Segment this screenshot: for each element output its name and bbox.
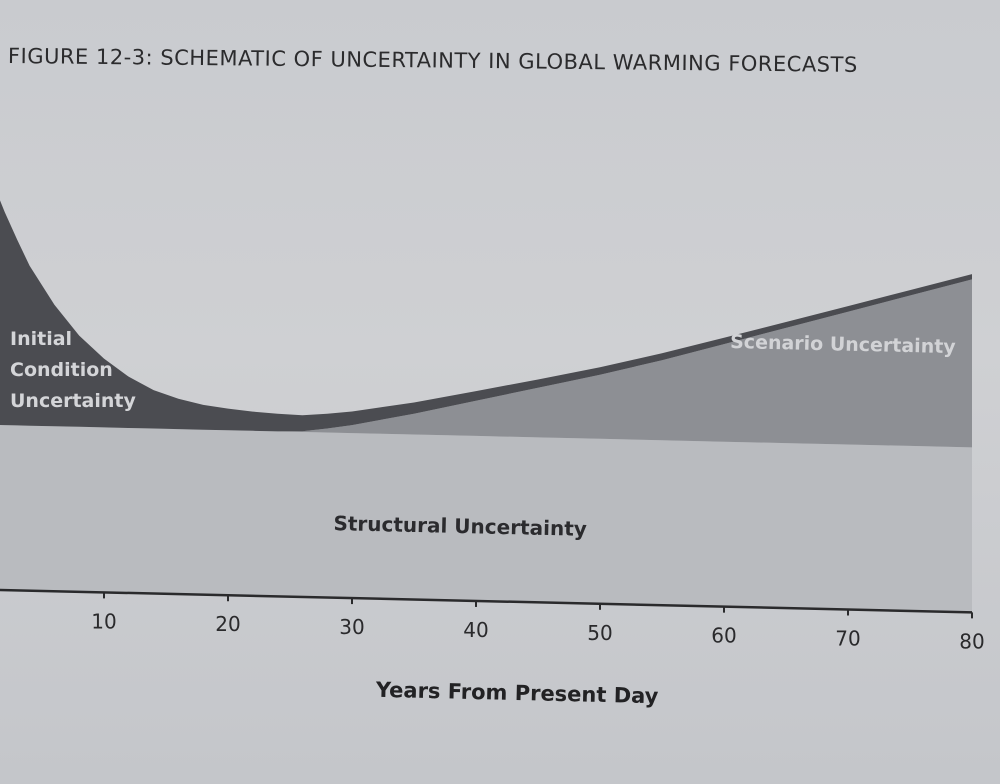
x-tick-label-20: 20 [215,612,240,636]
x-axis: 10 20 30 40 50 60 70 80 Years From Present Day [0,588,985,708]
area-layers [0,200,972,613]
structural-uncertainty-area [0,424,972,613]
initial-condition-label-line: Condition [10,359,113,381]
x-tick-label-40: 40 [463,618,488,642]
x-axis-title: Years From Present Day [375,678,659,708]
initial-condition-label-line: Initial [10,328,72,350]
x-tick-label-60: 60 [711,624,736,648]
x-tick-label-10: 10 [91,609,116,633]
area-labels: Initial Condition Uncertainty Scenario Unce… [10,328,957,541]
structural-uncertainty-label: Structural Uncertainty [333,511,587,541]
initial-condition-label-line: Uncertainty [10,390,136,412]
initial-condition-uncertainty-area [0,200,972,432]
scenario-uncertainty-area [0,279,972,448]
x-tick-label-80: 80 [959,629,984,653]
x-tick-label-50: 50 [587,621,612,645]
scenario-uncertainty-label: Scenario Uncertainty [730,331,957,358]
x-tick-label-30: 30 [339,615,364,639]
x-tick-label-70: 70 [835,627,860,651]
